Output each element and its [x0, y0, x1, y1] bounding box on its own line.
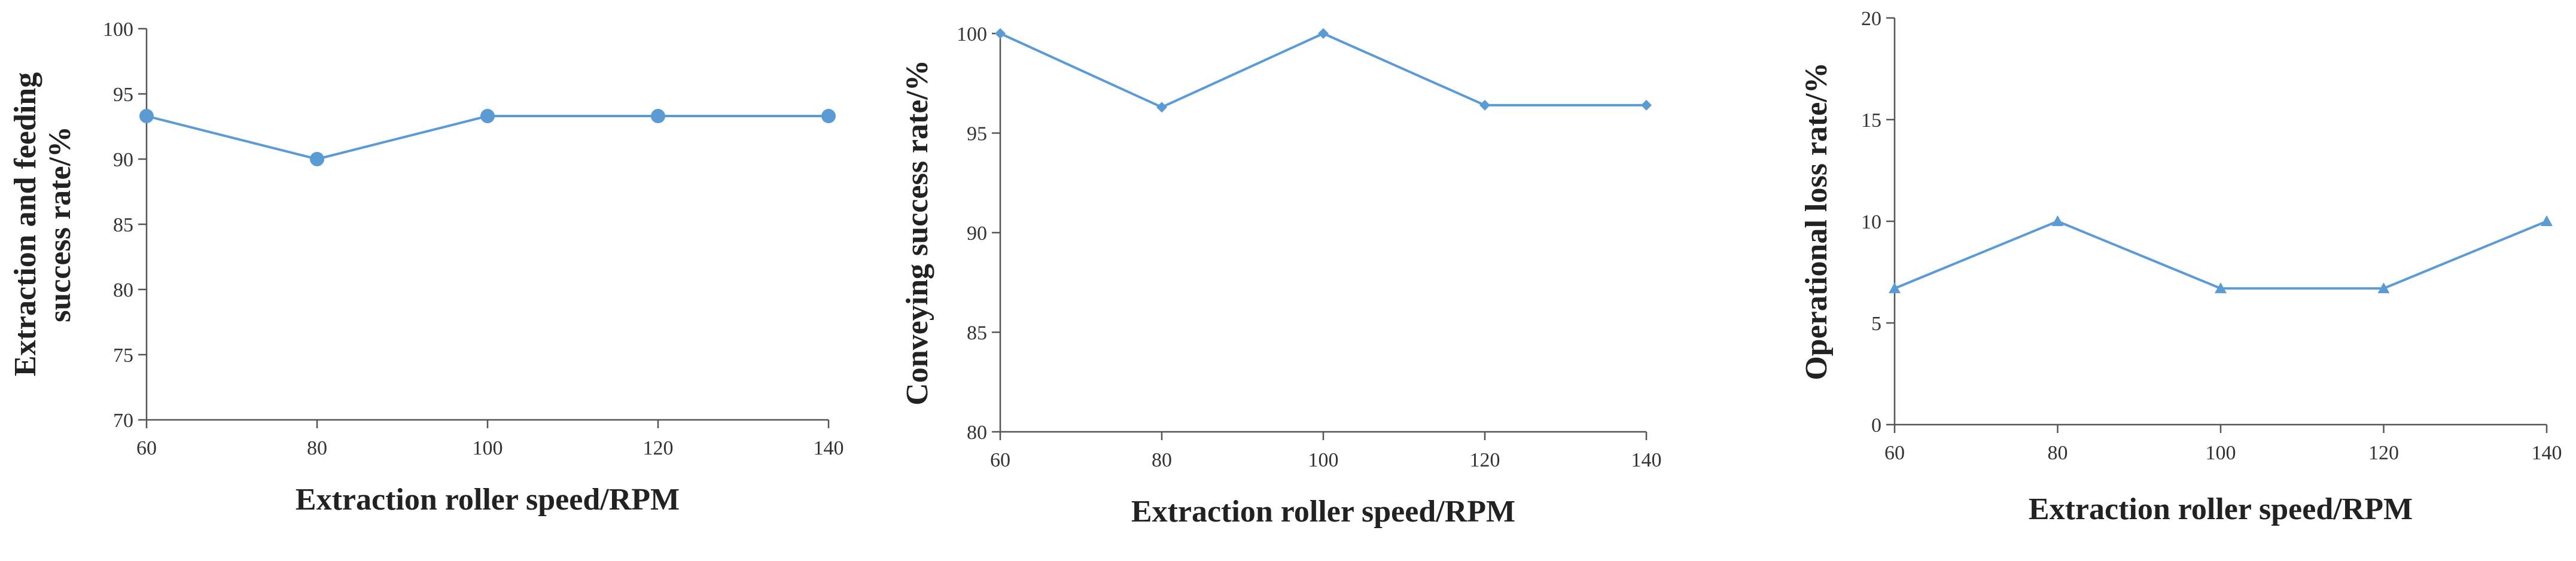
- y-tick-label: 90: [967, 222, 987, 245]
- y-axis-title: success rate/%: [43, 126, 77, 322]
- data-point: [1156, 102, 1167, 113]
- y-axis-title: Operational loss rate/%: [1799, 62, 1834, 380]
- x-tick-label: 60: [136, 437, 157, 459]
- y-tick-label: 70: [113, 410, 133, 432]
- x-tick-label: 140: [814, 437, 844, 459]
- x-tick-label: 140: [1631, 449, 1662, 471]
- x-axis-title: Extraction roller speed/RPM: [2029, 492, 2413, 526]
- x-axis-title: Extraction roller speed/RPM: [296, 483, 680, 517]
- x-tick-label: 80: [2048, 442, 2068, 464]
- y-tick-label: 0: [1871, 414, 1881, 437]
- data-point: [1641, 99, 1652, 111]
- chart-extraction-feeding-success: 70 75 80 85 90 95 100 60 80 100 120 140 Extraction r…: [8, 19, 844, 517]
- x-tick-label: 120: [1470, 449, 1500, 471]
- series-line: [1894, 219, 2547, 290]
- x-tick-label: 60: [990, 449, 1010, 471]
- y-tick-label: 75: [113, 344, 133, 367]
- data-point: [2541, 215, 2553, 226]
- x-tick-label: 60: [1884, 442, 1905, 464]
- x-tick-label: 100: [473, 437, 503, 459]
- y-axis-title: Extraction and feeding: [8, 72, 42, 376]
- y-tick-label: 95: [113, 84, 133, 106]
- y-tick-label: 10: [1861, 211, 1881, 233]
- data-point: [1318, 28, 1329, 39]
- x-axis-title: Extraction roller speed/RPM: [1131, 495, 1515, 529]
- y-tick-label: 80: [113, 279, 133, 301]
- x-tick-label: 100: [2206, 442, 2236, 464]
- data-point: [2215, 282, 2227, 294]
- data-point: [310, 152, 324, 166]
- data-point: [651, 109, 665, 124]
- y-tick-label: 100: [103, 19, 133, 41]
- x-tick-label: 120: [643, 437, 674, 459]
- y-tick-label: 85: [967, 322, 987, 344]
- y-tick-label: 100: [957, 23, 987, 45]
- y-tick-label: 95: [967, 123, 987, 145]
- y-tick-label: 5: [1871, 313, 1881, 335]
- data-point: [139, 109, 154, 124]
- x-tick-label: 100: [1308, 449, 1339, 471]
- y-tick-label: 80: [967, 422, 987, 444]
- data-point: [480, 109, 495, 124]
- x-tick-label: 140: [2532, 442, 2562, 464]
- x-tick-label: 80: [1152, 449, 1172, 471]
- data-point: [821, 109, 836, 124]
- y-tick-label: 90: [113, 149, 133, 171]
- y-axis-title: Conveying success rate/%: [900, 60, 934, 405]
- chart-operational-loss: 0 5 10 15 20 60 80 100 120 140 Extraction roller s…: [1799, 8, 2562, 526]
- y-tick-label: 85: [113, 214, 133, 236]
- data-point: [1479, 99, 1490, 111]
- data-point: [2377, 282, 2390, 294]
- series-line: [1000, 32, 1646, 109]
- y-tick-label: 20: [1861, 8, 1881, 30]
- data-point: [1889, 282, 1901, 294]
- x-tick-label: 80: [307, 437, 327, 459]
- x-tick-label: 120: [2368, 442, 2399, 464]
- data-point: [995, 28, 1006, 39]
- data-point: [2051, 215, 2064, 226]
- y-tick-label: 15: [1861, 109, 1881, 132]
